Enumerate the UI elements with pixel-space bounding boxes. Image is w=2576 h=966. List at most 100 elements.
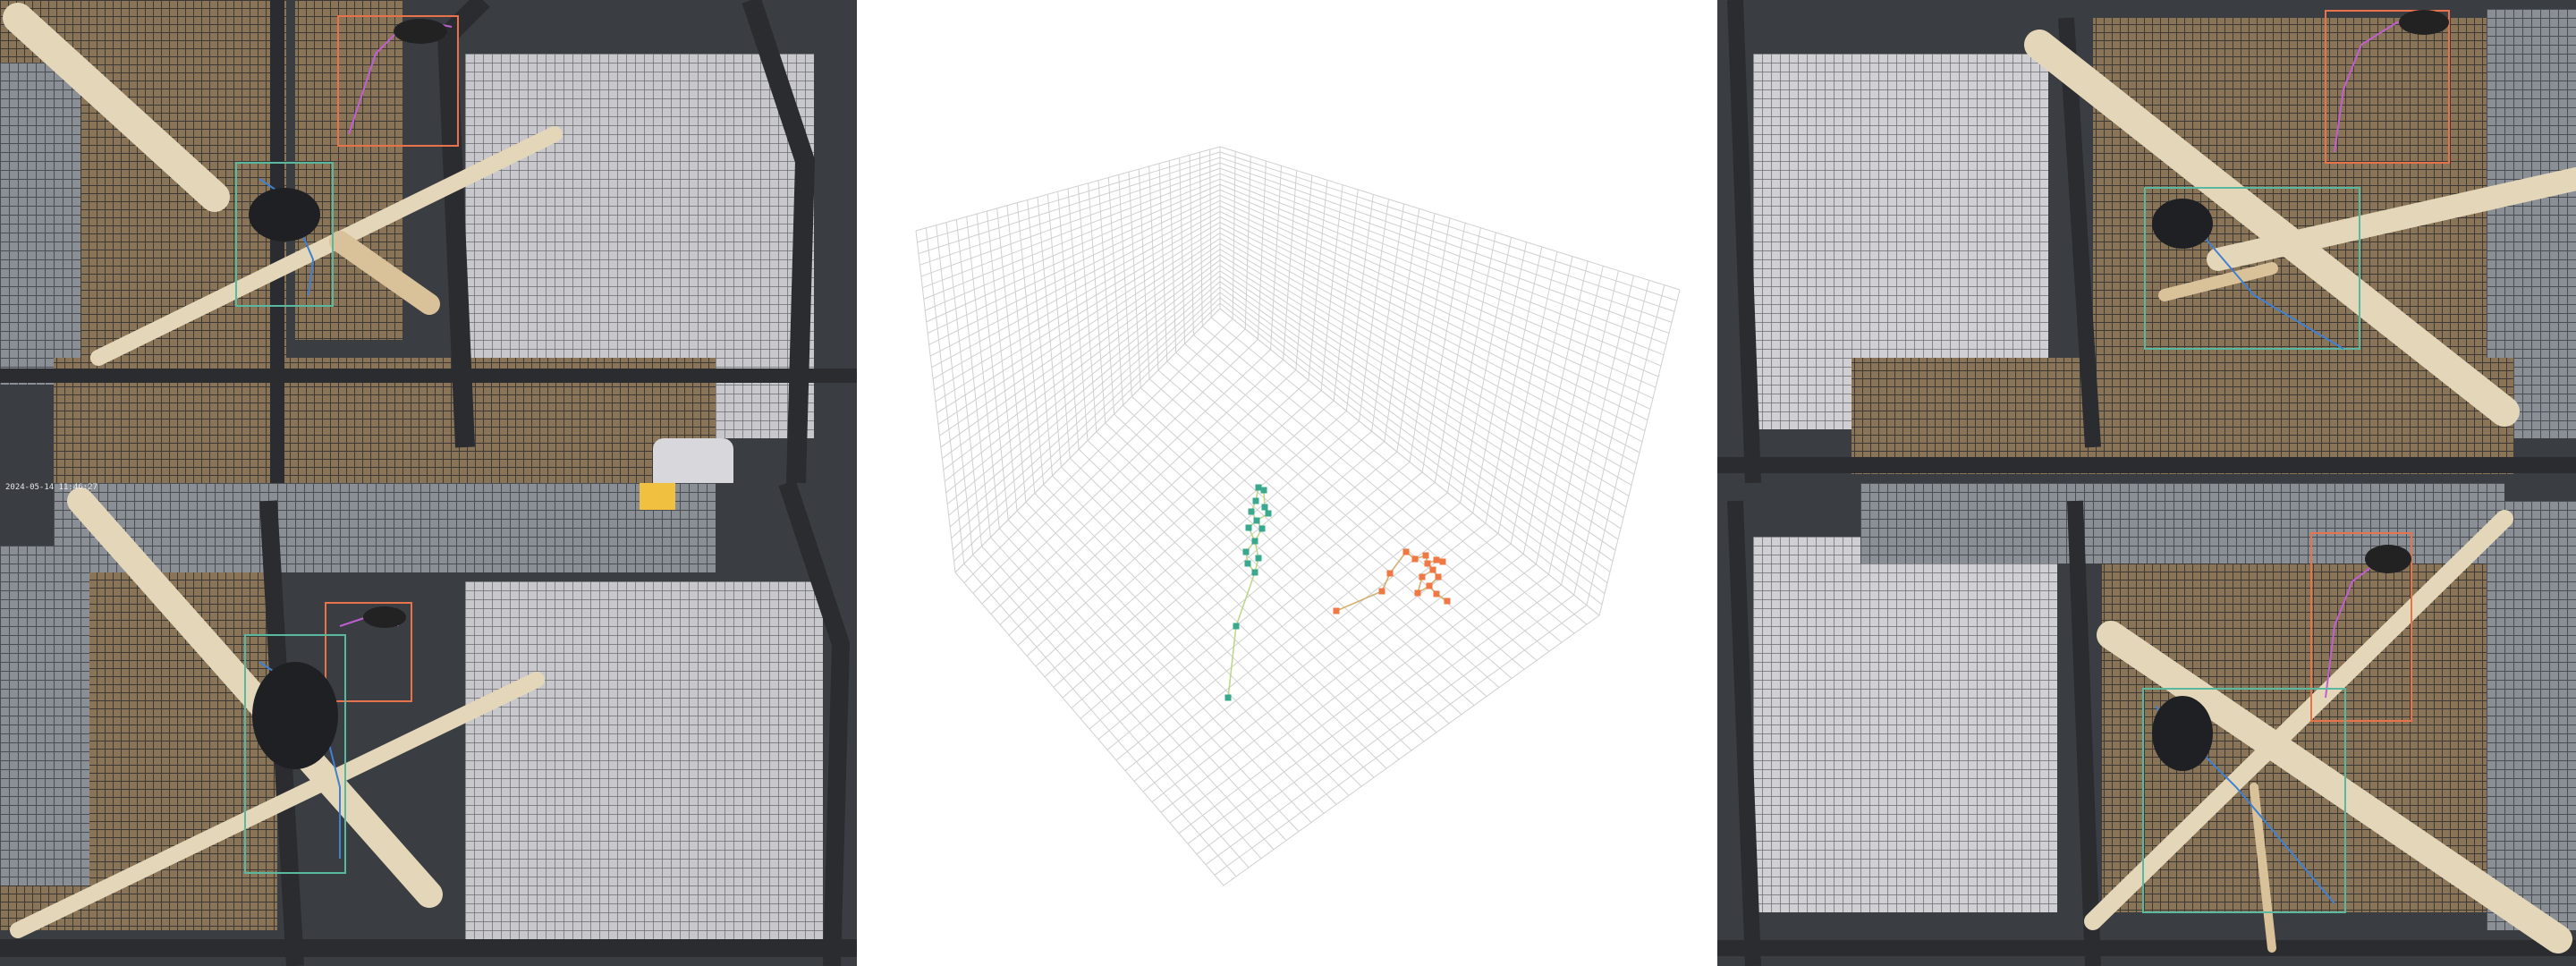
grid-line — [953, 302, 1221, 562]
skeleton-joint — [1244, 560, 1251, 567]
grid-line — [1205, 594, 1575, 866]
grid-line — [1169, 554, 1524, 824]
camera-bottom-right — [1717, 483, 2576, 966]
grid-line — [1510, 256, 1573, 545]
grid-line — [1219, 297, 1606, 595]
grid-line — [990, 537, 1275, 851]
skeleton-bone — [1227, 625, 1237, 699]
skeleton-joint — [1386, 570, 1394, 577]
camera-top-right — [1717, 0, 2576, 484]
skeleton-joints — [1224, 484, 1451, 701]
grid-line — [1219, 281, 1614, 562]
grid-line — [955, 219, 991, 538]
left-panel-timestamp: 2024-05-14 11:46:27 — [5, 483, 97, 492]
grid-line — [1219, 259, 1624, 519]
skeleton-joint — [1255, 484, 1262, 491]
grid-line — [940, 249, 1221, 448]
skeleton-joint — [1242, 548, 1250, 555]
skeleton-joint — [1433, 556, 1440, 564]
grid-line — [915, 230, 956, 573]
skeleton-joint — [1411, 555, 1419, 563]
skeleton-joint — [1402, 548, 1410, 555]
skeleton-joint — [1265, 510, 1272, 517]
grid-line — [1178, 564, 1537, 835]
grid-line — [1046, 194, 1071, 459]
grid-line — [1535, 266, 1604, 564]
skeleton-bone — [1235, 572, 1256, 627]
skeleton-joint — [1426, 582, 1433, 589]
left-camera-view — [0, 0, 857, 966]
grid-line — [952, 297, 1221, 550]
skeleton-joint — [1251, 538, 1258, 545]
skeleton-joint — [1258, 525, 1266, 532]
grid-line — [998, 528, 1287, 842]
skeleton-joint — [1424, 560, 1431, 567]
grid-line — [925, 227, 965, 564]
3d-plot — [915, 146, 1681, 886]
grid-line — [1547, 270, 1619, 575]
skeleton-joint — [1251, 569, 1258, 576]
skeleton-joint — [1429, 566, 1436, 573]
skeleton-joint — [1414, 589, 1421, 597]
grid-line — [946, 275, 1221, 504]
grid-line — [963, 563, 1237, 877]
grid-line — [1187, 573, 1549, 844]
camera-bottom-left — [0, 479, 857, 966]
right-camera-panel — [1717, 0, 2576, 966]
left-camera-panel: 2024-05-14 11:46:27 — [0, 0, 857, 966]
skeleton-joint — [1253, 517, 1260, 524]
grid-line — [976, 214, 1009, 521]
grid-line — [945, 222, 983, 547]
right-camera-view — [1717, 0, 2576, 966]
skeleton-joint — [1439, 558, 1446, 565]
grid-line — [1007, 519, 1300, 832]
grid-line — [945, 270, 1221, 494]
skeleton-bone — [1389, 551, 1407, 574]
grid-line — [1037, 197, 1062, 468]
grid-line — [1214, 605, 1588, 876]
grid-line — [949, 286, 1221, 528]
skeleton-joint — [1260, 487, 1267, 494]
grid-line — [944, 265, 1221, 482]
grid-line — [1561, 275, 1635, 585]
grid-line — [966, 216, 1000, 529]
skeleton-joint — [1248, 508, 1255, 515]
grid-line — [1573, 280, 1650, 596]
grid-line — [1219, 286, 1611, 572]
grid-line — [1219, 292, 1608, 583]
grid-line — [981, 546, 1262, 860]
grid-line — [951, 292, 1221, 539]
3d-grid — [915, 146, 1681, 886]
grid-line — [1219, 275, 1616, 551]
skeleton-joint — [1422, 552, 1429, 559]
grid-line — [1223, 614, 1600, 886]
skeleton-joint — [1245, 524, 1252, 531]
skeleton-joint — [1333, 607, 1340, 614]
grid-line — [1219, 302, 1603, 606]
grid-line — [936, 225, 974, 555]
grid-line — [1057, 191, 1080, 450]
skeleton-joint — [1378, 588, 1385, 595]
grid-line — [1142, 522, 1487, 792]
grid-line — [954, 572, 1224, 886]
skeleton-joint — [1252, 497, 1259, 504]
skeleton-joint — [1224, 694, 1232, 701]
skeleton-joint — [1433, 590, 1440, 597]
skeleton-joint — [1233, 623, 1240, 630]
grid-line — [1196, 584, 1562, 855]
grid-line — [972, 555, 1250, 869]
camera-top-left — [0, 0, 857, 492]
3d-reconstruction-panel — [857, 0, 1717, 966]
grid-line — [1586, 284, 1665, 606]
skeleton-joint — [1261, 504, 1268, 511]
grid-line — [1219, 238, 1635, 475]
skeleton-joint — [1255, 555, 1262, 562]
grid-line — [1016, 510, 1312, 823]
skeleton-joint — [1444, 597, 1451, 605]
grid-line — [1219, 243, 1632, 486]
grid-line — [939, 243, 1221, 436]
skeleton-bone — [1335, 590, 1383, 612]
grid-line — [1522, 260, 1589, 555]
grid-line — [948, 281, 1221, 516]
skeleton-joint — [1435, 573, 1442, 580]
